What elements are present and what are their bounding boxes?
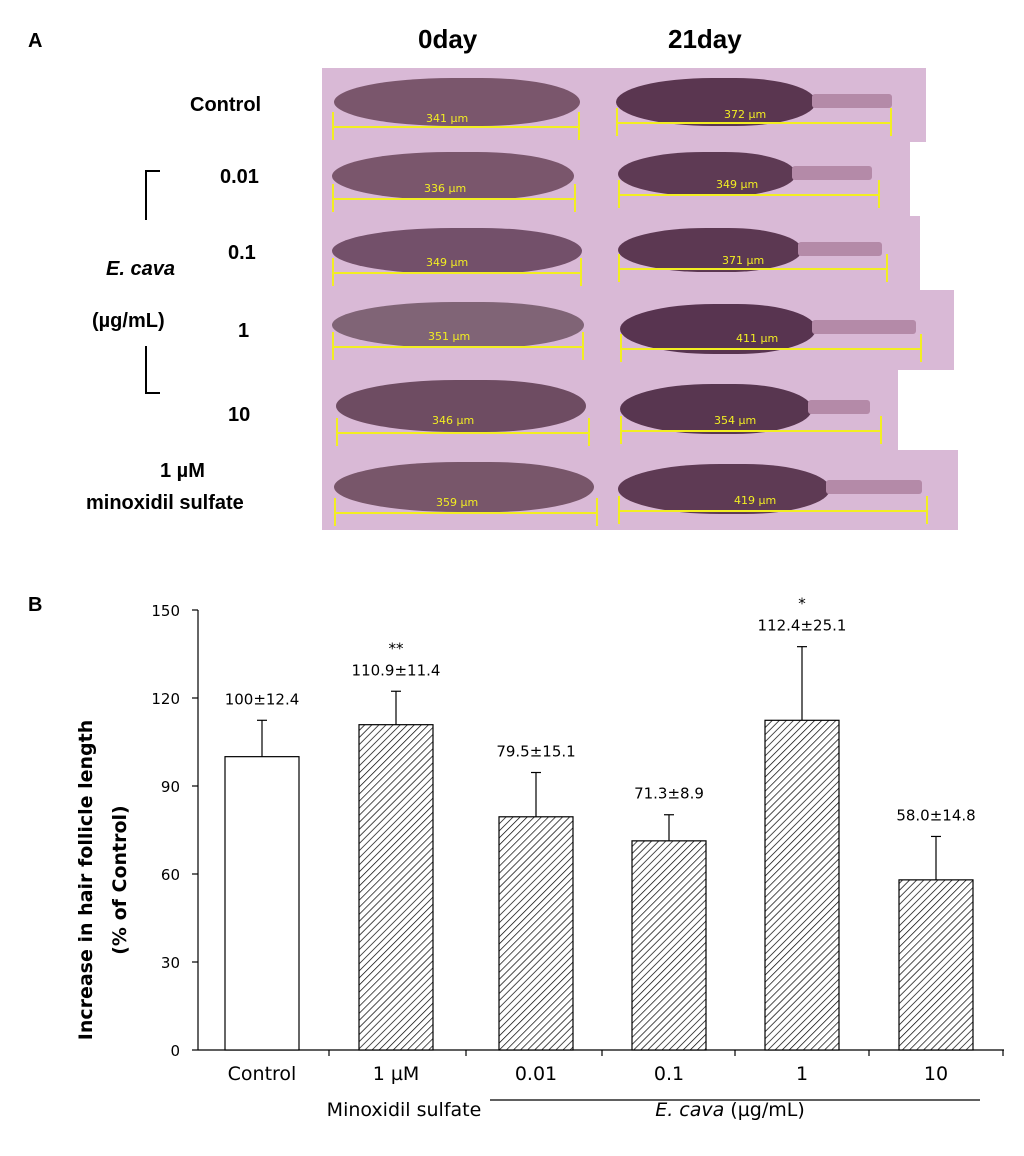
panel-b-label: B <box>28 594 43 616</box>
bar-value-label: 110.9±11.4 <box>352 661 441 679</box>
row-label-conc-1: 1 <box>238 320 250 342</box>
e-cava-name: E. cava <box>655 1099 724 1121</box>
group-label-minoxidil: Minoxidil sulfate <box>327 1099 482 1121</box>
y-tick-label: 0 <box>170 1042 180 1060</box>
significance-marker: * <box>798 595 806 613</box>
e-cava-bracket <box>145 170 160 394</box>
measurement-day21-control: 372 µm <box>724 108 767 121</box>
measurement-day21-10: 354 µm <box>714 414 757 427</box>
y-tick-label: 60 <box>161 866 180 884</box>
photo-day0-0.1: 349 µm <box>322 216 606 290</box>
photo-day21-1: 411 µm <box>606 290 954 370</box>
measurement-day21-1: 411 µm <box>736 332 779 345</box>
photo-day21-10: 354 µm <box>606 370 898 450</box>
bar-0.1 <box>631 840 707 1051</box>
bar-value-label: 79.5±15.1 <box>496 743 575 761</box>
e-cava-unit: (µg/mL) <box>724 1099 805 1121</box>
photo-day21-0.1: 371 µm <box>606 216 920 290</box>
bar-value-label: 112.4±25.1 <box>758 617 847 635</box>
photo-day21-0.01: 349 µm <box>606 142 910 216</box>
bar-1 <box>764 719 840 1051</box>
row-label-conc-0.1: 0.1 <box>228 242 256 264</box>
y-axis-label-line1: Increase in hair follicle length <box>75 720 97 1041</box>
measurement-day0-10: 346 µm <box>432 414 475 427</box>
bar-chart: Increase in hair follicle length (% of C… <box>75 595 1004 1121</box>
measurement-day0-minoxidil: 359 µm <box>436 496 479 509</box>
measurement-day21-0.01: 349 µm <box>716 178 759 191</box>
photo-day0-minoxidil: 359 µm <box>322 450 606 530</box>
measurement-day0-0.1: 349 µm <box>426 256 469 269</box>
panel-a-label: A <box>28 30 43 52</box>
photo-day0-10: 346 µm <box>322 366 606 450</box>
y-axis-label-line2: (% of Control) <box>109 805 131 955</box>
bar-0.01 <box>498 816 574 1051</box>
measurement-day0-0.01: 336 µm <box>424 182 467 195</box>
y-tick-label: 150 <box>151 602 180 620</box>
photo-day0-0.01: 336 µm <box>322 142 606 216</box>
y-tick-label: 90 <box>161 778 180 796</box>
measurement-day0-control: 341 µm <box>426 112 469 125</box>
y-axis-label: Increase in hair follicle length (% of C… <box>75 720 131 1041</box>
significance-marker: ** <box>389 639 405 657</box>
x-tick-label: 0.01 <box>515 1063 557 1085</box>
bar-control <box>224 756 300 1051</box>
photo-day21-control: 372 µm <box>606 68 926 142</box>
group-label-e-cava: E. cava (µg/mL) <box>655 1099 805 1121</box>
photo-day21-minoxidil: 419 µm <box>606 450 958 530</box>
photo-day0-control: 341 µm <box>322 68 606 142</box>
x-tick-label: Control <box>228 1063 297 1085</box>
y-tick-label: 30 <box>161 954 180 972</box>
x-tick-label: 10 <box>924 1063 948 1085</box>
photo-day0-1: 351 µm <box>322 290 606 366</box>
bar-value-label: 100±12.4 <box>225 690 300 708</box>
measurement-day21-minoxidil: 419 µm <box>734 494 777 507</box>
col-header-0day: 0day <box>418 24 478 54</box>
bar-1-m <box>358 724 434 1051</box>
row-label-e-cava: E. cava <box>106 258 175 280</box>
bar-10 <box>898 879 974 1051</box>
y-tick-label: 120 <box>151 690 180 708</box>
row-label-minox-line1: 1 µM <box>160 460 205 482</box>
row-label-e-cava-unit: (µg/mL) <box>92 310 165 332</box>
bar-value-label: 58.0±14.8 <box>896 806 975 824</box>
col-header-21day: 21day <box>668 24 742 54</box>
x-tick-label: 0.1 <box>654 1063 684 1085</box>
row-label-conc-10: 10 <box>228 404 251 426</box>
x-tick-label: 1 µM <box>373 1063 420 1085</box>
row-label-minox-line2: minoxidil sulfate <box>86 492 244 514</box>
bar-value-label: 71.3±8.9 <box>634 785 704 803</box>
plot-area: 0306090120150100±12.4Control110.9±11.4**… <box>151 595 1004 1085</box>
row-label-control: Control <box>190 94 262 116</box>
measurement-day0-1: 351 µm <box>428 330 471 343</box>
measurement-day21-0.1: 371 µm <box>722 254 765 267</box>
x-tick-label: 1 <box>796 1063 808 1085</box>
row-label-conc-0.01: 0.01 <box>220 166 259 188</box>
